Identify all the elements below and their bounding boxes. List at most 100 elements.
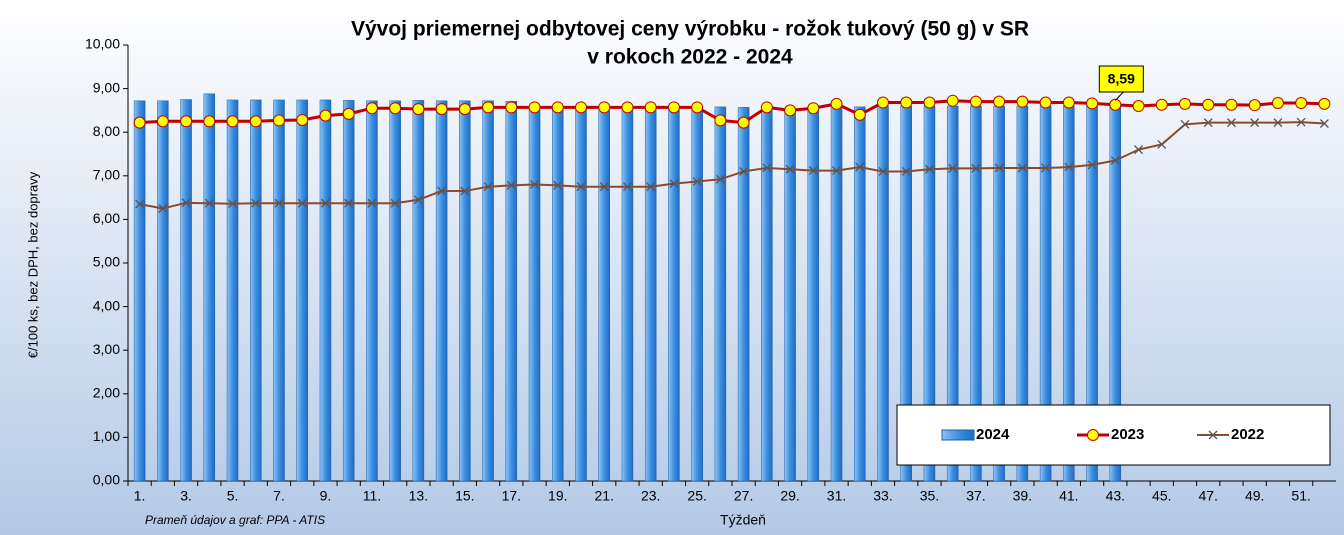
marker (691, 101, 704, 114)
marker (505, 101, 518, 114)
marker (1203, 118, 1213, 128)
marker (204, 198, 214, 208)
marker (576, 182, 586, 192)
x-tick-label: 1. (134, 488, 146, 504)
marker (667, 101, 680, 114)
marker (598, 101, 611, 114)
marker (506, 180, 516, 190)
marker (1250, 118, 1260, 128)
marker (1296, 117, 1306, 127)
x-tick-label: 3. (180, 488, 192, 504)
marker (1132, 100, 1145, 113)
marker (228, 199, 237, 209)
marker (739, 166, 749, 176)
chart-title: Vývoj priemernej odbytovej ceny výrobku … (351, 18, 1029, 41)
bar (505, 100, 518, 482)
marker (528, 101, 541, 114)
marker (435, 103, 448, 116)
marker (296, 113, 309, 126)
bar (342, 100, 355, 482)
y-tick-label: 2,00 (93, 385, 120, 401)
bar (621, 105, 634, 482)
x-tick-label: 33. (873, 488, 892, 504)
data-label: 8,59 (1108, 71, 1135, 87)
marker (203, 115, 216, 128)
marker (1016, 95, 1029, 108)
marker (669, 179, 679, 189)
bar (761, 106, 773, 482)
bar (644, 105, 657, 482)
marker (251, 198, 261, 208)
marker (344, 198, 354, 208)
marker (1109, 98, 1122, 111)
marker (692, 177, 702, 186)
bar (877, 105, 889, 482)
marker (784, 104, 797, 117)
y-tick-label: 5,00 (93, 254, 120, 270)
x-tick-label: 11. (363, 488, 381, 504)
marker (342, 107, 355, 120)
leader-line (1114, 91, 1124, 101)
bar (482, 100, 494, 482)
marker (1062, 96, 1075, 109)
bar (528, 105, 541, 482)
marker (297, 198, 307, 208)
marker (1017, 163, 1027, 173)
marker (878, 166, 888, 176)
y-tick-label: 1,00 (93, 428, 120, 444)
marker (365, 102, 378, 115)
marker (483, 182, 493, 192)
marker (1227, 118, 1236, 128)
marker (971, 163, 981, 173)
x-tick-label: 19. (548, 488, 567, 504)
bar (366, 100, 378, 482)
marker (274, 198, 284, 208)
x-tick-label: 49. (1245, 488, 1264, 504)
y-tick-label: 10,00 (85, 36, 120, 52)
marker (1248, 99, 1261, 112)
y-tick-label: 4,00 (93, 297, 120, 313)
marker (1086, 97, 1099, 110)
marker (1157, 139, 1167, 149)
y-tick-label: 6,00 (93, 210, 120, 226)
x-tick-label: 9. (320, 488, 332, 504)
bar (226, 99, 239, 482)
x-tick-label: 15. (455, 488, 474, 504)
marker (925, 164, 934, 174)
marker (1180, 119, 1190, 129)
marker (715, 174, 725, 184)
x-axis-label: Týždeň (720, 512, 766, 528)
marker (762, 163, 772, 173)
data-label-box (1098, 65, 1144, 93)
marker (1273, 118, 1283, 128)
bar (784, 107, 796, 482)
marker (319, 109, 332, 122)
bar (296, 99, 308, 482)
marker (226, 115, 239, 128)
x-tick-label: 31. (827, 488, 846, 504)
x-tick-label: 43. (1106, 488, 1125, 504)
marker (785, 164, 795, 174)
x-tick-label: 39. (1013, 488, 1032, 504)
marker (389, 102, 402, 115)
chart-title: v rokoch 2022 - 2024 (587, 46, 793, 69)
y-tick-label: 3,00 (93, 341, 120, 357)
marker (646, 182, 656, 192)
marker (853, 108, 866, 121)
bar (598, 105, 610, 482)
legend-swatch (941, 429, 975, 441)
marker (553, 180, 563, 190)
x-tick-label: 7. (273, 488, 285, 504)
marker (249, 115, 262, 128)
x-tick-label: 5. (227, 488, 239, 504)
legend-label: 2023 (1111, 426, 1144, 443)
line (139, 121, 1325, 210)
bar (157, 100, 169, 482)
x-tick-label: 45. (1152, 488, 1171, 504)
marker (390, 198, 400, 208)
marker (1225, 98, 1238, 111)
marker (180, 115, 193, 128)
marker (482, 101, 495, 114)
marker (1087, 160, 1097, 170)
marker (1271, 96, 1284, 109)
